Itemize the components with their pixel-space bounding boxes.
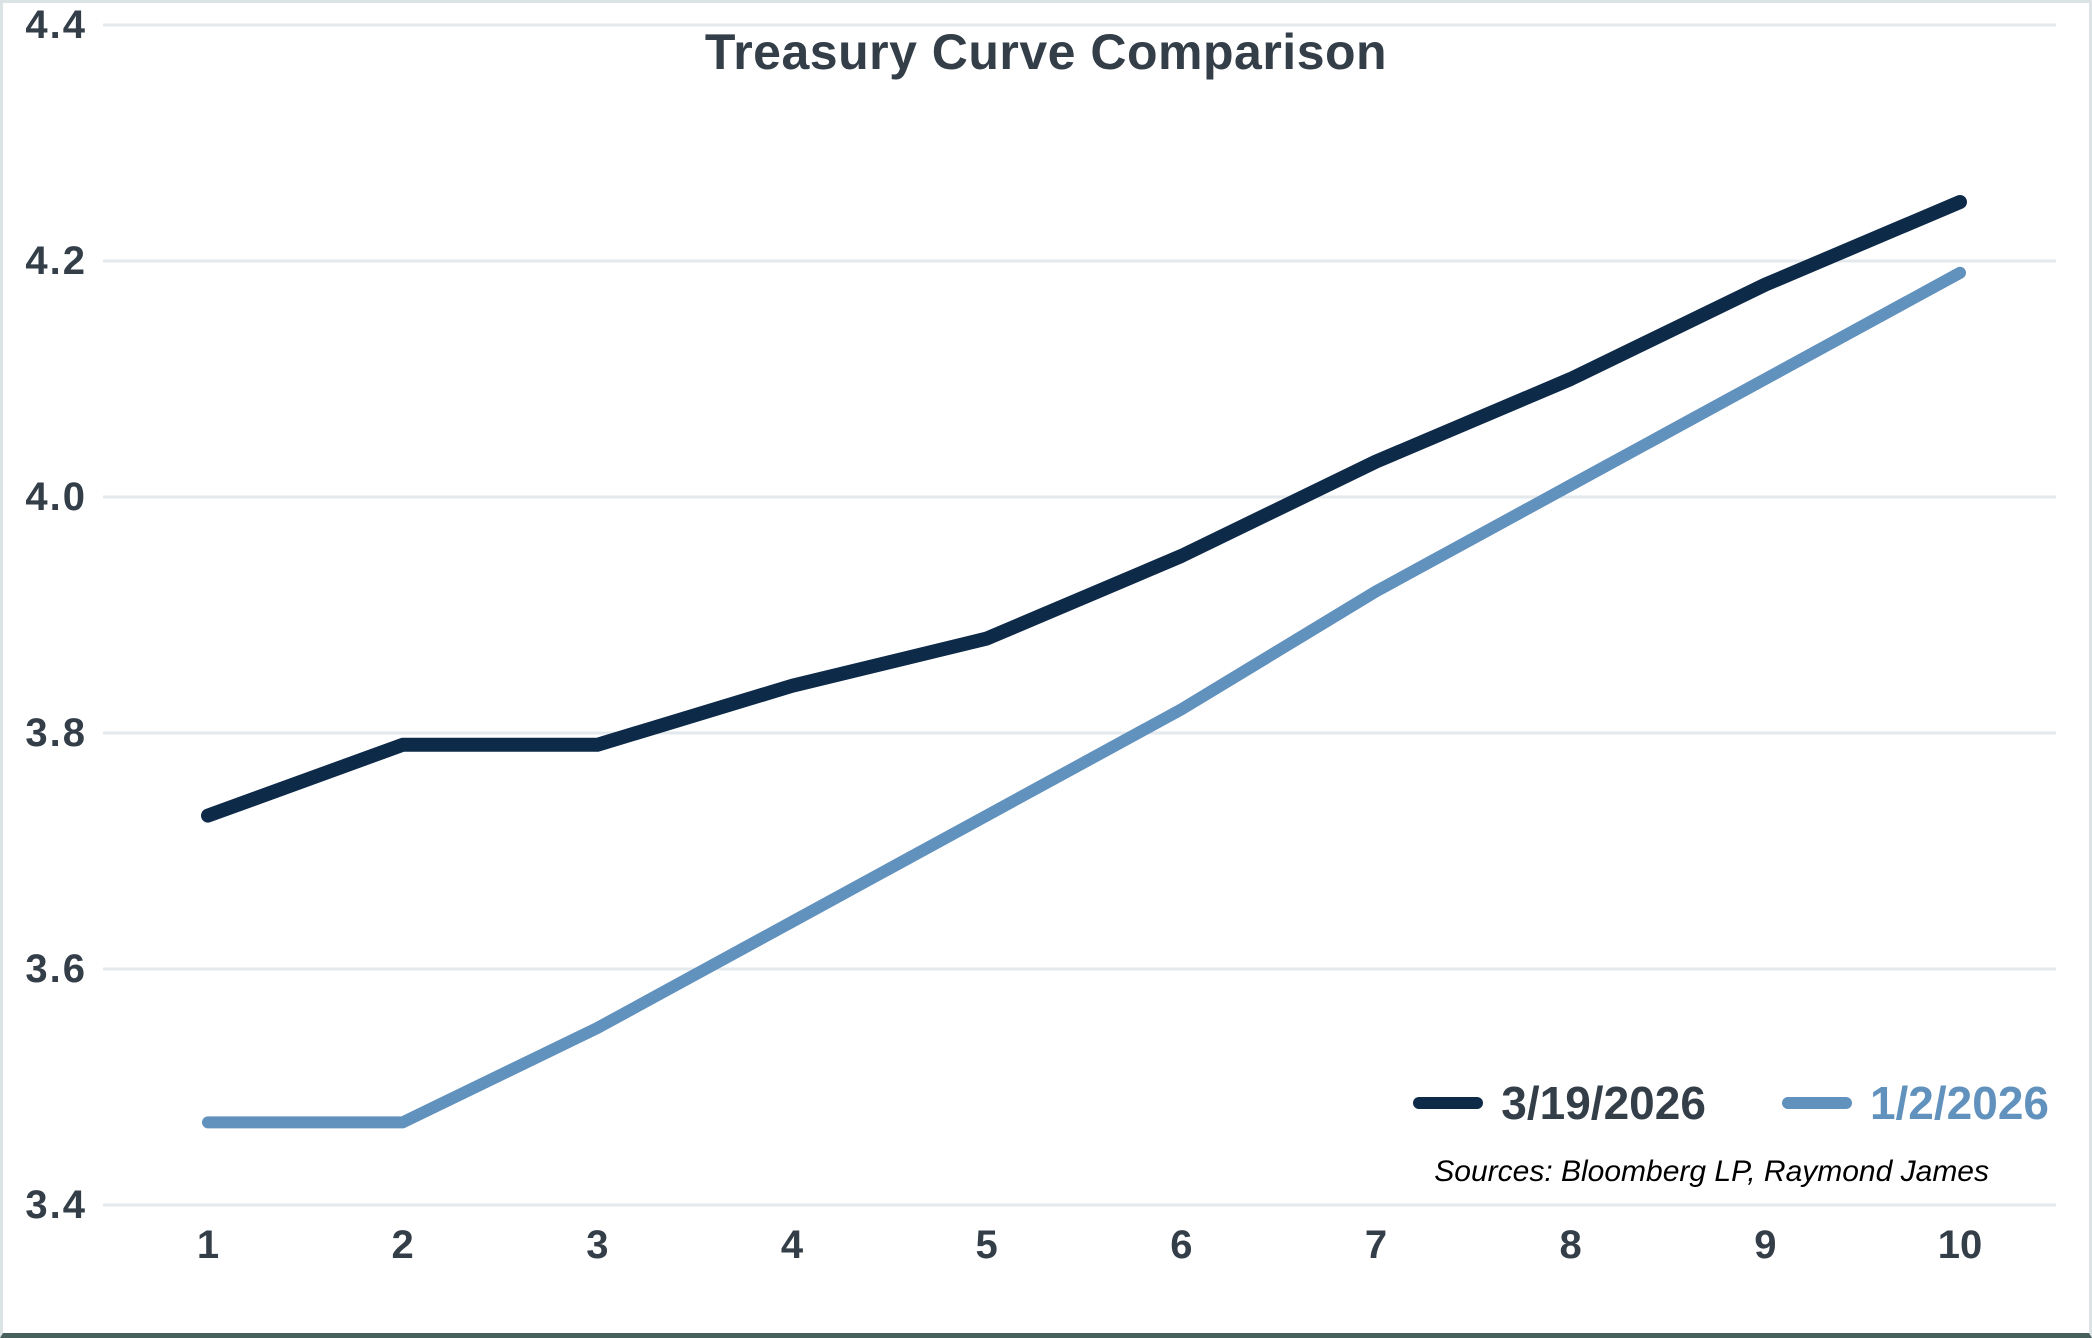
x-axis-label-4: 4 <box>780 1223 804 1267</box>
x-axis-label-2: 2 <box>391 1223 414 1267</box>
x-axis-label-6: 6 <box>1170 1223 1193 1267</box>
legend-label-series2: 1/2/2026 <box>1869 1077 2049 1129</box>
y-axis-label-3.4: 3.4 <box>25 1183 87 1227</box>
x-axis-label-9: 9 <box>1754 1223 1777 1267</box>
y-axis-label-3.6: 3.6 <box>25 947 87 991</box>
legend: 3/19/2026 1/2/2026 <box>1413 1075 2049 1131</box>
line-chart-plot <box>103 23 2056 1207</box>
y-axis-label-4.2: 4.2 <box>25 239 87 283</box>
chart-title: Treasury Curve Comparison <box>704 24 1388 80</box>
x-axis-label-10: 10 <box>1937 1223 1983 1267</box>
y-axis-label-3.8: 3.8 <box>25 711 87 755</box>
legend-label-series1: 3/19/2026 <box>1501 1077 1706 1129</box>
series-line-1/2/2026 <box>202 266 1966 1129</box>
legend-line-swatch-series1 <box>1413 1097 1484 1109</box>
x-axis-label-8: 8 <box>1559 1223 1582 1267</box>
x-axis-label-5: 5 <box>975 1223 998 1267</box>
x-axis-label-3: 3 <box>586 1223 609 1267</box>
y-axis-label-4.0: 4.0 <box>25 475 87 519</box>
series-line-3/19/2026 <box>201 195 1967 823</box>
x-axis-label-7: 7 <box>1364 1223 1388 1267</box>
source-note: Sources: Bloomberg LP, Raymond James <box>1434 1155 1989 1188</box>
y-axis-label-4.4: 4.4 <box>25 3 87 47</box>
x-axis-label-1: 1 <box>196 1223 220 1267</box>
legend-line-swatch-series2 <box>1781 1097 1852 1109</box>
